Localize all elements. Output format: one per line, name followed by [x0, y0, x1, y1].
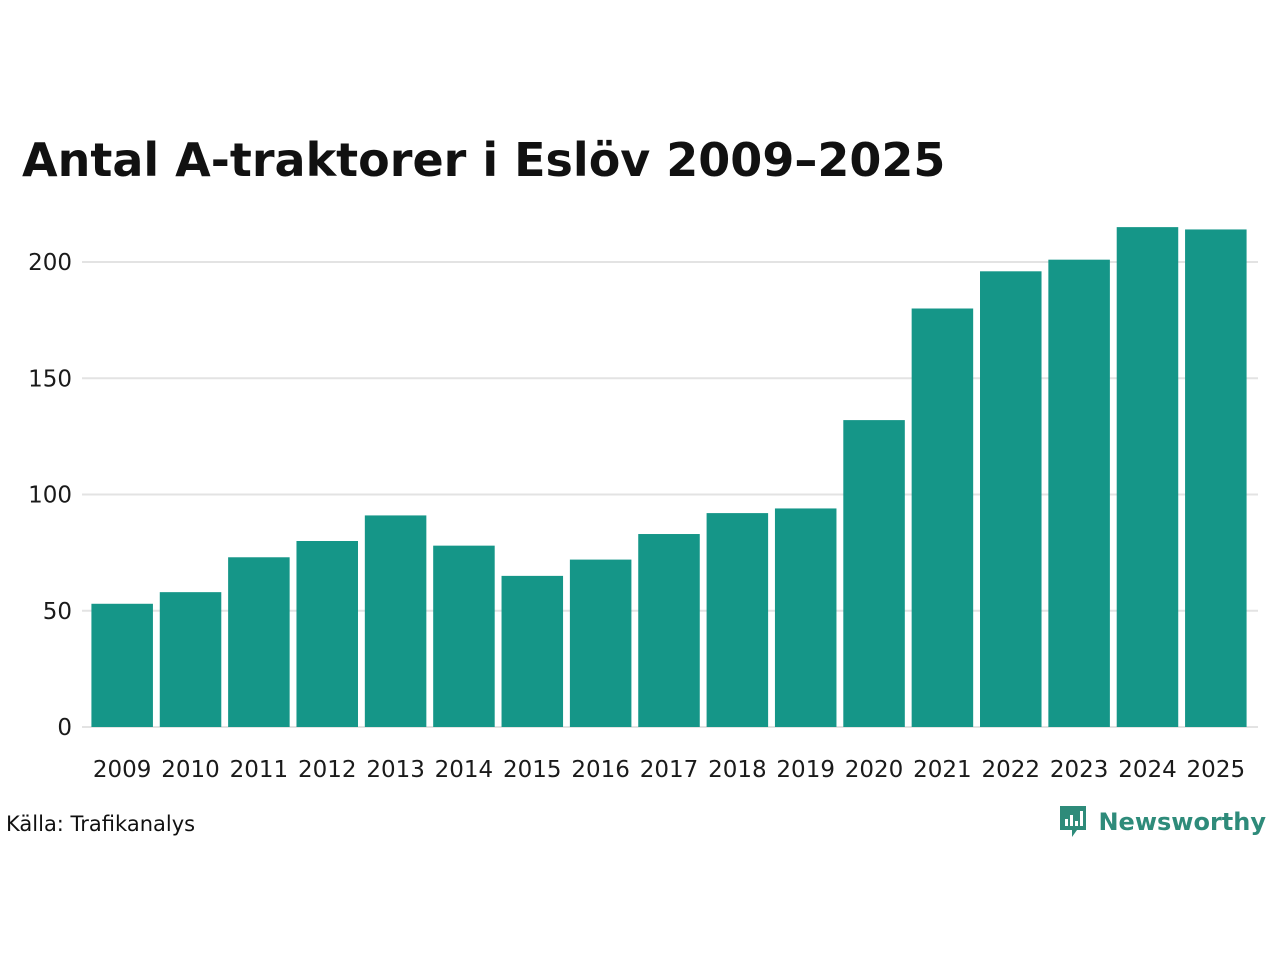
x-tick-label: 2017 — [640, 757, 699, 783]
x-tick-label: 2019 — [776, 757, 835, 783]
x-tick-label: 2012 — [298, 757, 357, 783]
bars — [91, 227, 1247, 727]
x-tick-label: 2009 — [93, 757, 152, 783]
bar-2022 — [980, 271, 1042, 727]
y-tick-label: 100 — [28, 483, 72, 509]
bar-2013 — [364, 515, 427, 727]
source-note: Källa: Trafikanalys — [6, 812, 196, 836]
bar-2017 — [638, 534, 700, 727]
brand-name: Newsworthy — [1098, 808, 1266, 836]
bar-2009 — [91, 603, 153, 727]
bar-2015 — [501, 575, 564, 727]
bar-2014 — [433, 545, 495, 727]
bar-2016 — [569, 559, 632, 727]
x-tick-label: 2013 — [366, 757, 425, 783]
x-tick-label: 2020 — [845, 757, 904, 783]
bar-2018 — [706, 513, 769, 727]
bar-2024 — [1116, 227, 1179, 727]
x-tick-label: 2025 — [1187, 757, 1246, 783]
bar-2011 — [228, 557, 290, 727]
y-tick-label: 50 — [43, 599, 72, 625]
x-tick-label: 2021 — [913, 757, 972, 783]
x-tick-label: 2024 — [1118, 757, 1177, 783]
x-tick-label: 2022 — [981, 757, 1040, 783]
x-tick-label: 2016 — [571, 757, 630, 783]
brand: Newsworthy — [1058, 804, 1266, 840]
bar-2023 — [1048, 259, 1110, 727]
newsworthy-logo-icon — [1060, 806, 1087, 837]
bar-2010 — [159, 592, 222, 727]
x-tick-label: 2011 — [230, 757, 289, 783]
x-tick-label: 2018 — [708, 757, 767, 783]
bar-2021 — [911, 308, 974, 727]
y-tick-label: 150 — [28, 366, 72, 392]
chart-title: Antal A-traktorer i Eslöv 2009–2025 — [22, 133, 946, 187]
x-tick-label: 2023 — [1050, 757, 1109, 783]
bar-2012 — [296, 541, 358, 727]
x-tick-label: 2015 — [503, 757, 562, 783]
x-tick-label: 2014 — [435, 757, 494, 783]
x-axis-ticks: 2009 2010 2011 2012 2013 2014 2015 2016 2017 2018… — [93, 757, 1245, 783]
bar-2025 — [1185, 229, 1247, 727]
bar-2019 — [774, 508, 837, 727]
y-tick-label: 0 — [57, 715, 72, 741]
y-tick-label: 200 — [28, 250, 72, 276]
x-tick-label: 2010 — [161, 757, 220, 783]
bar-2020 — [843, 420, 905, 727]
y-axis-ticks: 0 50 100 150 200 — [28, 250, 72, 741]
